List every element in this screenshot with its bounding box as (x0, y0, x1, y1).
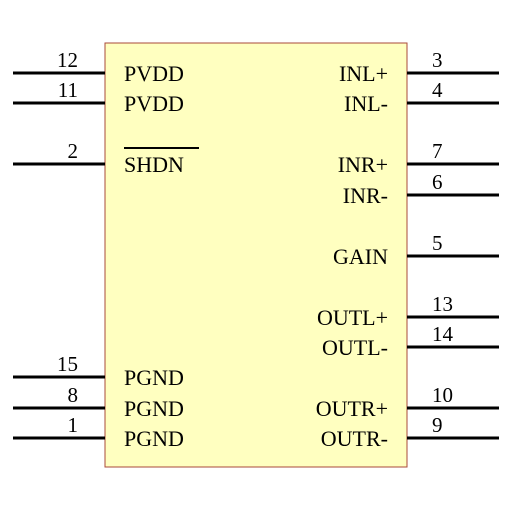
pin-label: SHDN (124, 152, 184, 177)
right-pin-10: 10 OUTR+ (316, 383, 499, 421)
pin-number: 10 (432, 383, 453, 407)
left-pin-12: 12 PVDD (13, 48, 184, 86)
pin-label: OUTL+ (317, 305, 388, 330)
pin-label: PGND (124, 365, 184, 390)
pin-label: PVDD (124, 91, 184, 116)
pin-label: PVDD (124, 61, 184, 86)
pin-number: 11 (58, 78, 78, 102)
left-pin-8: 8 PGND (13, 383, 184, 421)
right-pin-7: 7 INR+ (338, 139, 499, 177)
pin-number: 15 (57, 352, 78, 376)
pin-number: 14 (432, 322, 454, 346)
pin-label: INL+ (339, 61, 388, 86)
pin-number: 13 (432, 292, 453, 316)
pin-number: 8 (68, 383, 79, 407)
right-pin-4: 4 INL- (344, 78, 499, 116)
pin-number: 3 (432, 48, 443, 72)
ic-body (104, 42, 408, 468)
pin-label: INR- (343, 183, 388, 208)
pin-number: 1 (68, 413, 79, 437)
pin-number: 4 (432, 78, 443, 102)
pin-number: 2 (68, 139, 79, 163)
pin-number: 12 (57, 48, 78, 72)
pin-label: PGND (124, 426, 184, 451)
pin-label: INR+ (338, 152, 388, 177)
right-pin-14: 14 OUTL- (322, 322, 499, 360)
left-pin-1: 1 PGND (13, 413, 184, 451)
left-pin-15: 15 PGND (13, 352, 184, 390)
left-pin-11: 11 PVDD (13, 78, 184, 116)
pin-number: 5 (432, 231, 443, 255)
right-pin-3: 3 INL+ (339, 48, 499, 86)
pin-number: 6 (432, 170, 443, 194)
pin-label: INL- (344, 91, 388, 116)
left-pin-2: 2 SHDN (13, 139, 199, 177)
pin-label: PGND (124, 396, 184, 421)
right-pin-9: 9 OUTR- (321, 413, 499, 451)
pin-number: 7 (432, 139, 443, 163)
pin-label: OUTR- (321, 426, 388, 451)
right-pin-13: 13 OUTL+ (317, 292, 499, 330)
right-pin-5: 5 GAIN (333, 231, 499, 269)
pin-label: OUTL- (322, 335, 388, 360)
right-pin-6: 6 INR- (343, 170, 499, 208)
pin-label: OUTR+ (316, 396, 388, 421)
pin-label: GAIN (333, 244, 388, 269)
pin-number: 9 (432, 413, 443, 437)
